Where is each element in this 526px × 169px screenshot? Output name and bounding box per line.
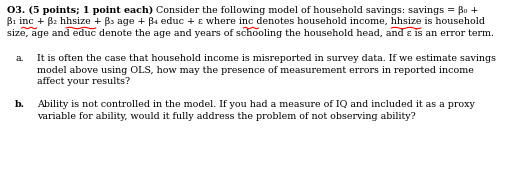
Text: variable for ability, would it fully address the problem of not observing abilit: variable for ability, would it fully add… xyxy=(37,112,416,121)
Text: It is often the case that household income is misreported in survey data. If we : It is often the case that household inco… xyxy=(37,54,496,63)
Text: β₁ inc + β₂ hhsize + β₃ age + β₄ educ + ε where inc denotes household income, hh: β₁ inc + β₂ hhsize + β₃ age + β₄ educ + … xyxy=(7,18,485,27)
Text: b.: b. xyxy=(15,100,25,109)
Text: affect your results?: affect your results? xyxy=(37,77,130,86)
Text: O3. (5 points; 1 point each): O3. (5 points; 1 point each) xyxy=(7,6,153,15)
Text: a.: a. xyxy=(15,54,24,63)
Text: Ability is not controlled in the model. If you had a measure of IQ and included : Ability is not controlled in the model. … xyxy=(37,100,475,109)
Text: model above using OLS, how may the presence of measurement errors in reported in: model above using OLS, how may the prese… xyxy=(37,66,474,75)
Text: Consider the following model of household savings: savings = β₀ +: Consider the following model of househol… xyxy=(153,6,479,15)
Text: size, age and educ denote the age and years of schooling the household head, and: size, age and educ denote the age and ye… xyxy=(7,29,494,38)
